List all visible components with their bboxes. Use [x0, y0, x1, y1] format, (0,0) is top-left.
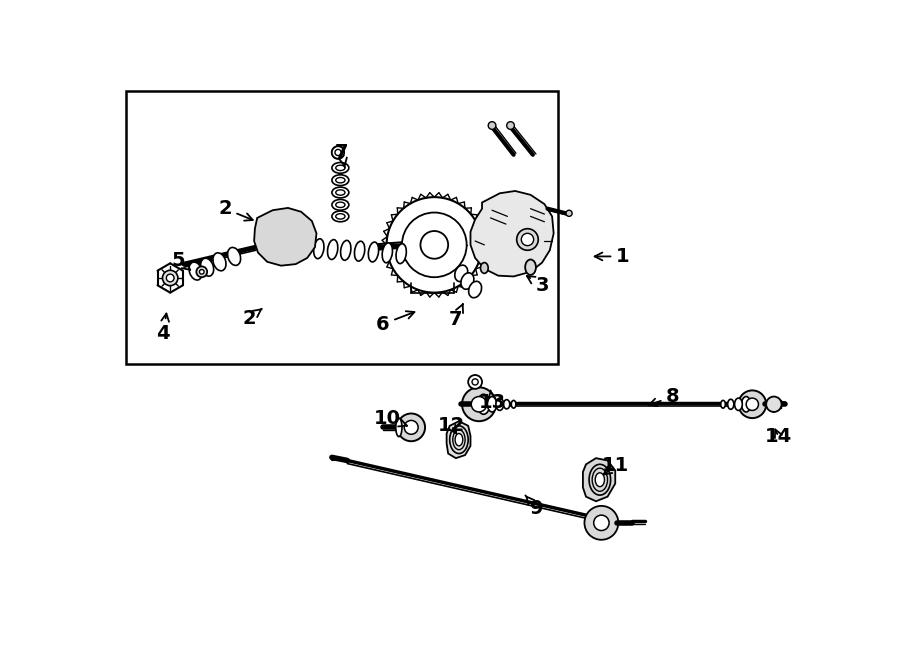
Ellipse shape	[396, 418, 402, 437]
Ellipse shape	[213, 253, 226, 271]
Circle shape	[163, 270, 178, 286]
Ellipse shape	[332, 187, 349, 198]
Ellipse shape	[742, 397, 751, 412]
Bar	[126, 91, 557, 364]
Ellipse shape	[488, 397, 497, 412]
Ellipse shape	[477, 394, 490, 414]
Text: 6: 6	[376, 311, 414, 334]
Ellipse shape	[196, 266, 207, 277]
Circle shape	[462, 387, 496, 421]
Text: 7: 7	[335, 143, 348, 167]
Circle shape	[507, 122, 515, 130]
Circle shape	[566, 210, 572, 216]
Circle shape	[738, 391, 766, 418]
Circle shape	[472, 379, 478, 385]
Circle shape	[488, 122, 496, 130]
Ellipse shape	[481, 262, 488, 274]
Ellipse shape	[332, 163, 349, 173]
Text: 13: 13	[479, 391, 506, 412]
Ellipse shape	[200, 270, 204, 274]
Circle shape	[397, 414, 425, 442]
Text: 2: 2	[243, 309, 262, 327]
Ellipse shape	[595, 473, 605, 486]
Ellipse shape	[201, 258, 213, 276]
Text: 3: 3	[526, 276, 549, 295]
Circle shape	[404, 420, 419, 434]
Ellipse shape	[355, 241, 365, 261]
Text: 5: 5	[171, 251, 191, 270]
Text: 11: 11	[601, 456, 629, 475]
Text: 9: 9	[526, 495, 544, 518]
Circle shape	[335, 149, 341, 155]
Ellipse shape	[336, 202, 345, 208]
Ellipse shape	[455, 434, 463, 446]
Text: 2: 2	[218, 199, 253, 221]
Circle shape	[766, 397, 781, 412]
Ellipse shape	[332, 175, 349, 186]
Ellipse shape	[336, 165, 345, 171]
Ellipse shape	[332, 211, 349, 222]
Ellipse shape	[382, 243, 392, 263]
Ellipse shape	[721, 401, 725, 408]
Ellipse shape	[368, 242, 379, 262]
Circle shape	[420, 231, 448, 258]
Ellipse shape	[332, 200, 349, 210]
Ellipse shape	[336, 214, 345, 219]
Ellipse shape	[336, 190, 345, 195]
Polygon shape	[583, 458, 616, 501]
Ellipse shape	[511, 401, 516, 408]
Ellipse shape	[734, 398, 742, 410]
Circle shape	[332, 146, 344, 159]
Circle shape	[166, 274, 174, 282]
Ellipse shape	[328, 240, 338, 260]
Text: 14: 14	[765, 427, 792, 446]
Ellipse shape	[728, 399, 733, 409]
Text: 7: 7	[449, 304, 463, 329]
Circle shape	[521, 233, 534, 246]
Ellipse shape	[461, 273, 474, 290]
Ellipse shape	[336, 178, 345, 183]
Text: 12: 12	[437, 416, 465, 436]
Text: 8: 8	[649, 387, 680, 406]
Polygon shape	[254, 208, 317, 266]
Circle shape	[402, 213, 466, 277]
Ellipse shape	[340, 241, 351, 260]
Polygon shape	[446, 421, 471, 458]
Circle shape	[584, 506, 618, 540]
Polygon shape	[471, 191, 554, 276]
Circle shape	[594, 515, 609, 531]
Text: 1: 1	[595, 247, 630, 266]
Ellipse shape	[469, 282, 482, 297]
Circle shape	[468, 375, 482, 389]
Ellipse shape	[526, 260, 536, 275]
Text: 4: 4	[157, 313, 170, 343]
Circle shape	[517, 229, 538, 251]
Ellipse shape	[504, 400, 509, 409]
Ellipse shape	[228, 247, 240, 266]
Ellipse shape	[189, 262, 202, 280]
Ellipse shape	[454, 265, 468, 282]
Text: 10: 10	[374, 408, 407, 428]
Ellipse shape	[314, 239, 324, 258]
Ellipse shape	[496, 398, 504, 410]
Ellipse shape	[396, 244, 406, 264]
Circle shape	[387, 197, 482, 293]
Circle shape	[472, 397, 487, 412]
Circle shape	[746, 398, 759, 410]
